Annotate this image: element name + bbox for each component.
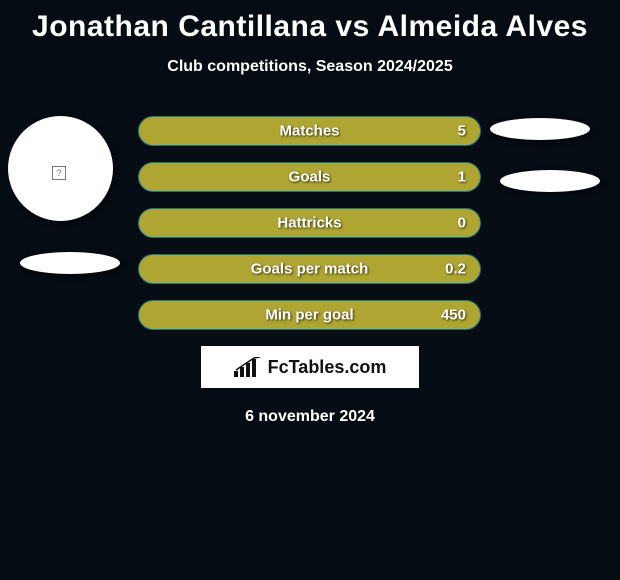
player1-avatar: ? — [8, 116, 113, 221]
stat-bar-matches: Matches 5 — [138, 116, 481, 146]
stat-label: Goals — [289, 169, 331, 186]
stat-value: 450 — [441, 307, 466, 324]
page-subtitle: Club competitions, Season 2024/2025 — [0, 58, 620, 76]
player1-shadow-ellipse — [20, 252, 120, 274]
stat-value: 0 — [458, 215, 466, 232]
stat-value: 1 — [458, 169, 466, 186]
stat-bar-hattricks: Hattricks 0 — [138, 208, 481, 238]
stat-bar-goals-per-match: Goals per match 0.2 — [138, 254, 481, 284]
stat-bar-min-per-goal: Min per goal 450 — [138, 300, 481, 330]
player2-ellipse-2 — [500, 170, 600, 192]
brand-badge: FcTables.com — [201, 346, 419, 388]
stat-label: Goals per match — [251, 261, 369, 278]
date-label: 6 november 2024 — [0, 408, 620, 426]
stat-label: Matches — [279, 123, 339, 140]
stat-label: Min per goal — [265, 307, 353, 324]
broken-image-icon: ? — [52, 166, 66, 180]
player2-ellipse-1 — [490, 118, 590, 140]
stat-bar-goals: Goals 1 — [138, 162, 481, 192]
stat-bars: Matches 5 Goals 1 Hattricks 0 Goals per … — [138, 116, 481, 346]
brand-text: FcTables.com — [268, 357, 387, 378]
page-title: Jonathan Cantillana vs Almeida Alves — [0, 0, 620, 44]
stat-value: 5 — [458, 123, 466, 140]
bars-icon — [234, 357, 262, 377]
stat-value: 0.2 — [445, 261, 466, 278]
stat-label: Hattricks — [277, 215, 341, 232]
